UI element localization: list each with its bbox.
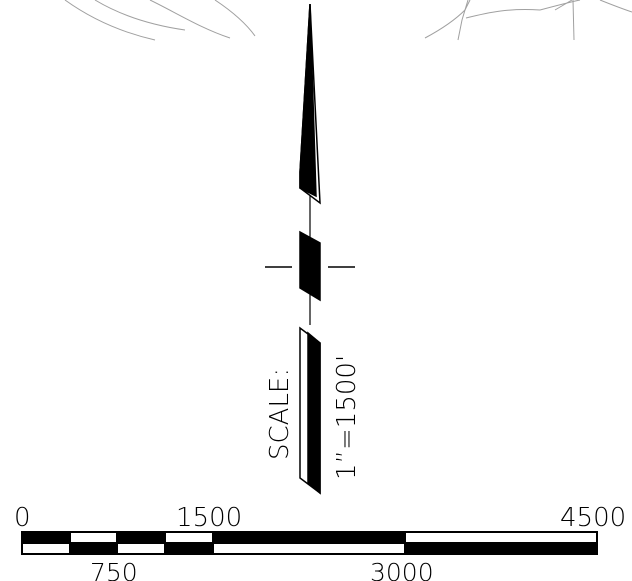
scale-bar-segment: [164, 542, 214, 555]
scale-tick-1500: 1500: [176, 503, 242, 533]
scale-tick-0: 0: [14, 503, 31, 533]
scale-label: SCALE:: [265, 368, 295, 460]
scale-tick-3000: 3000: [370, 558, 434, 581]
north-arrow-head-fill: [299, 3, 317, 198]
scale-bar-segment: [116, 531, 166, 544]
scale-bar: [21, 531, 598, 555]
north-arrow-tail-fill: [307, 331, 321, 495]
scale-tick-750: 750: [90, 558, 138, 581]
scale-ratio: 1”=1500': [332, 355, 362, 480]
scale-tick-4500: 4500: [560, 503, 626, 533]
north-arrow: [265, 3, 355, 495]
terrain-lines: [64, 0, 632, 41]
north-arrow-center-block: [299, 230, 321, 302]
scale-bar-segment: [212, 531, 406, 544]
scale-bar-segment: [21, 531, 71, 544]
scale-bar-segment: [404, 542, 598, 555]
scale-bar-segment: [69, 542, 118, 555]
